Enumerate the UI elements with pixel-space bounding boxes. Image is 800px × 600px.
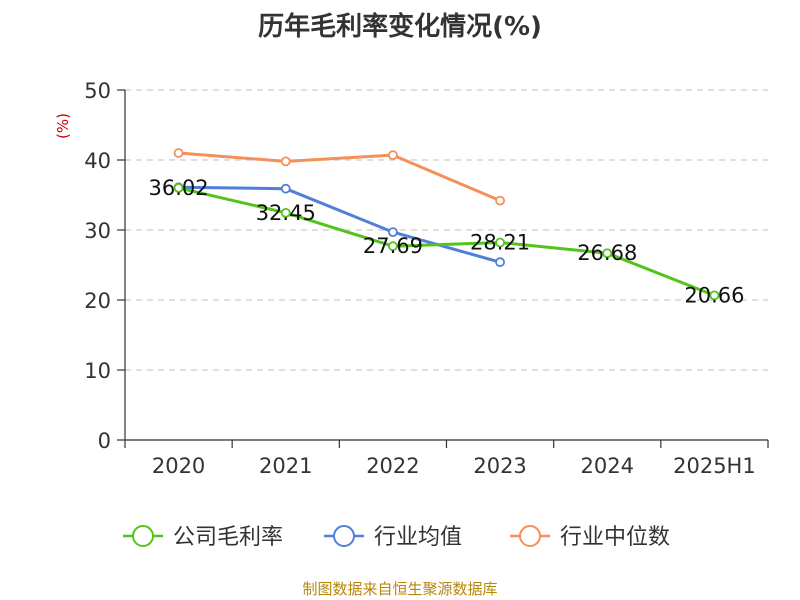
source-note: 制图数据来自恒生聚源数据库 [302,580,497,598]
data-point [280,183,291,194]
data-label: 27.69 [363,234,423,258]
data-point [495,195,505,206]
series-line-0 [177,186,716,297]
x-tick-label: 2021 [259,454,312,478]
data-point [602,248,613,259]
data-labels: 36.02 32.45 27.69 28.21 26.68 20.66 [149,176,745,308]
data-point [388,241,398,252]
legend: 公司毛利率 行业均值 行业中位数 [123,525,670,550]
x-tick-label: 2024 [581,454,634,478]
data-point [173,182,184,193]
data-point [388,150,398,161]
data-label: 26.68 [577,241,637,265]
data-label: 32.45 [256,201,316,225]
data-point [173,148,184,158]
y-tick-label: 0 [98,429,111,453]
series [173,148,720,301]
x-tick-label: 2020 [152,454,205,478]
chart-title: 历年毛利率变化情况(%) [258,11,542,42]
data-label: 36.02 [149,176,209,200]
y-tick-label: 20 [84,289,111,313]
y-tick-label: 30 [84,219,111,243]
y-tick-label: 10 [84,359,111,383]
legend-marker [132,525,154,547]
data-point [495,237,505,248]
x-tick-label: 2023 [473,454,526,478]
data-point [495,257,505,268]
axes: 0 10 20 30 40 50 2020 2021 2022 2023 2024 2025H1 [84,79,769,478]
y-tick-label: 40 [84,149,111,173]
x-tick-label: 2025H1 [673,454,756,478]
data-point [280,156,291,167]
y-axis-label: (%) [54,113,72,139]
data-point [280,207,291,218]
data-point [709,290,720,301]
series-line-2 [177,151,502,203]
legend-marker [333,525,355,547]
data-label: 20.66 [684,283,744,307]
data-point [388,227,398,238]
legend-label: 行业均值 [374,525,462,550]
x-tick-label: 2022 [366,454,419,478]
data-label: 28.21 [470,231,530,255]
legend-label: 行业中位数 [560,525,670,550]
y-tick-label: 50 [84,79,111,103]
series-line-1 [177,185,502,264]
legend-marker [519,525,541,547]
grid [125,89,768,371]
legend-label: 公司毛利率 [173,525,283,550]
